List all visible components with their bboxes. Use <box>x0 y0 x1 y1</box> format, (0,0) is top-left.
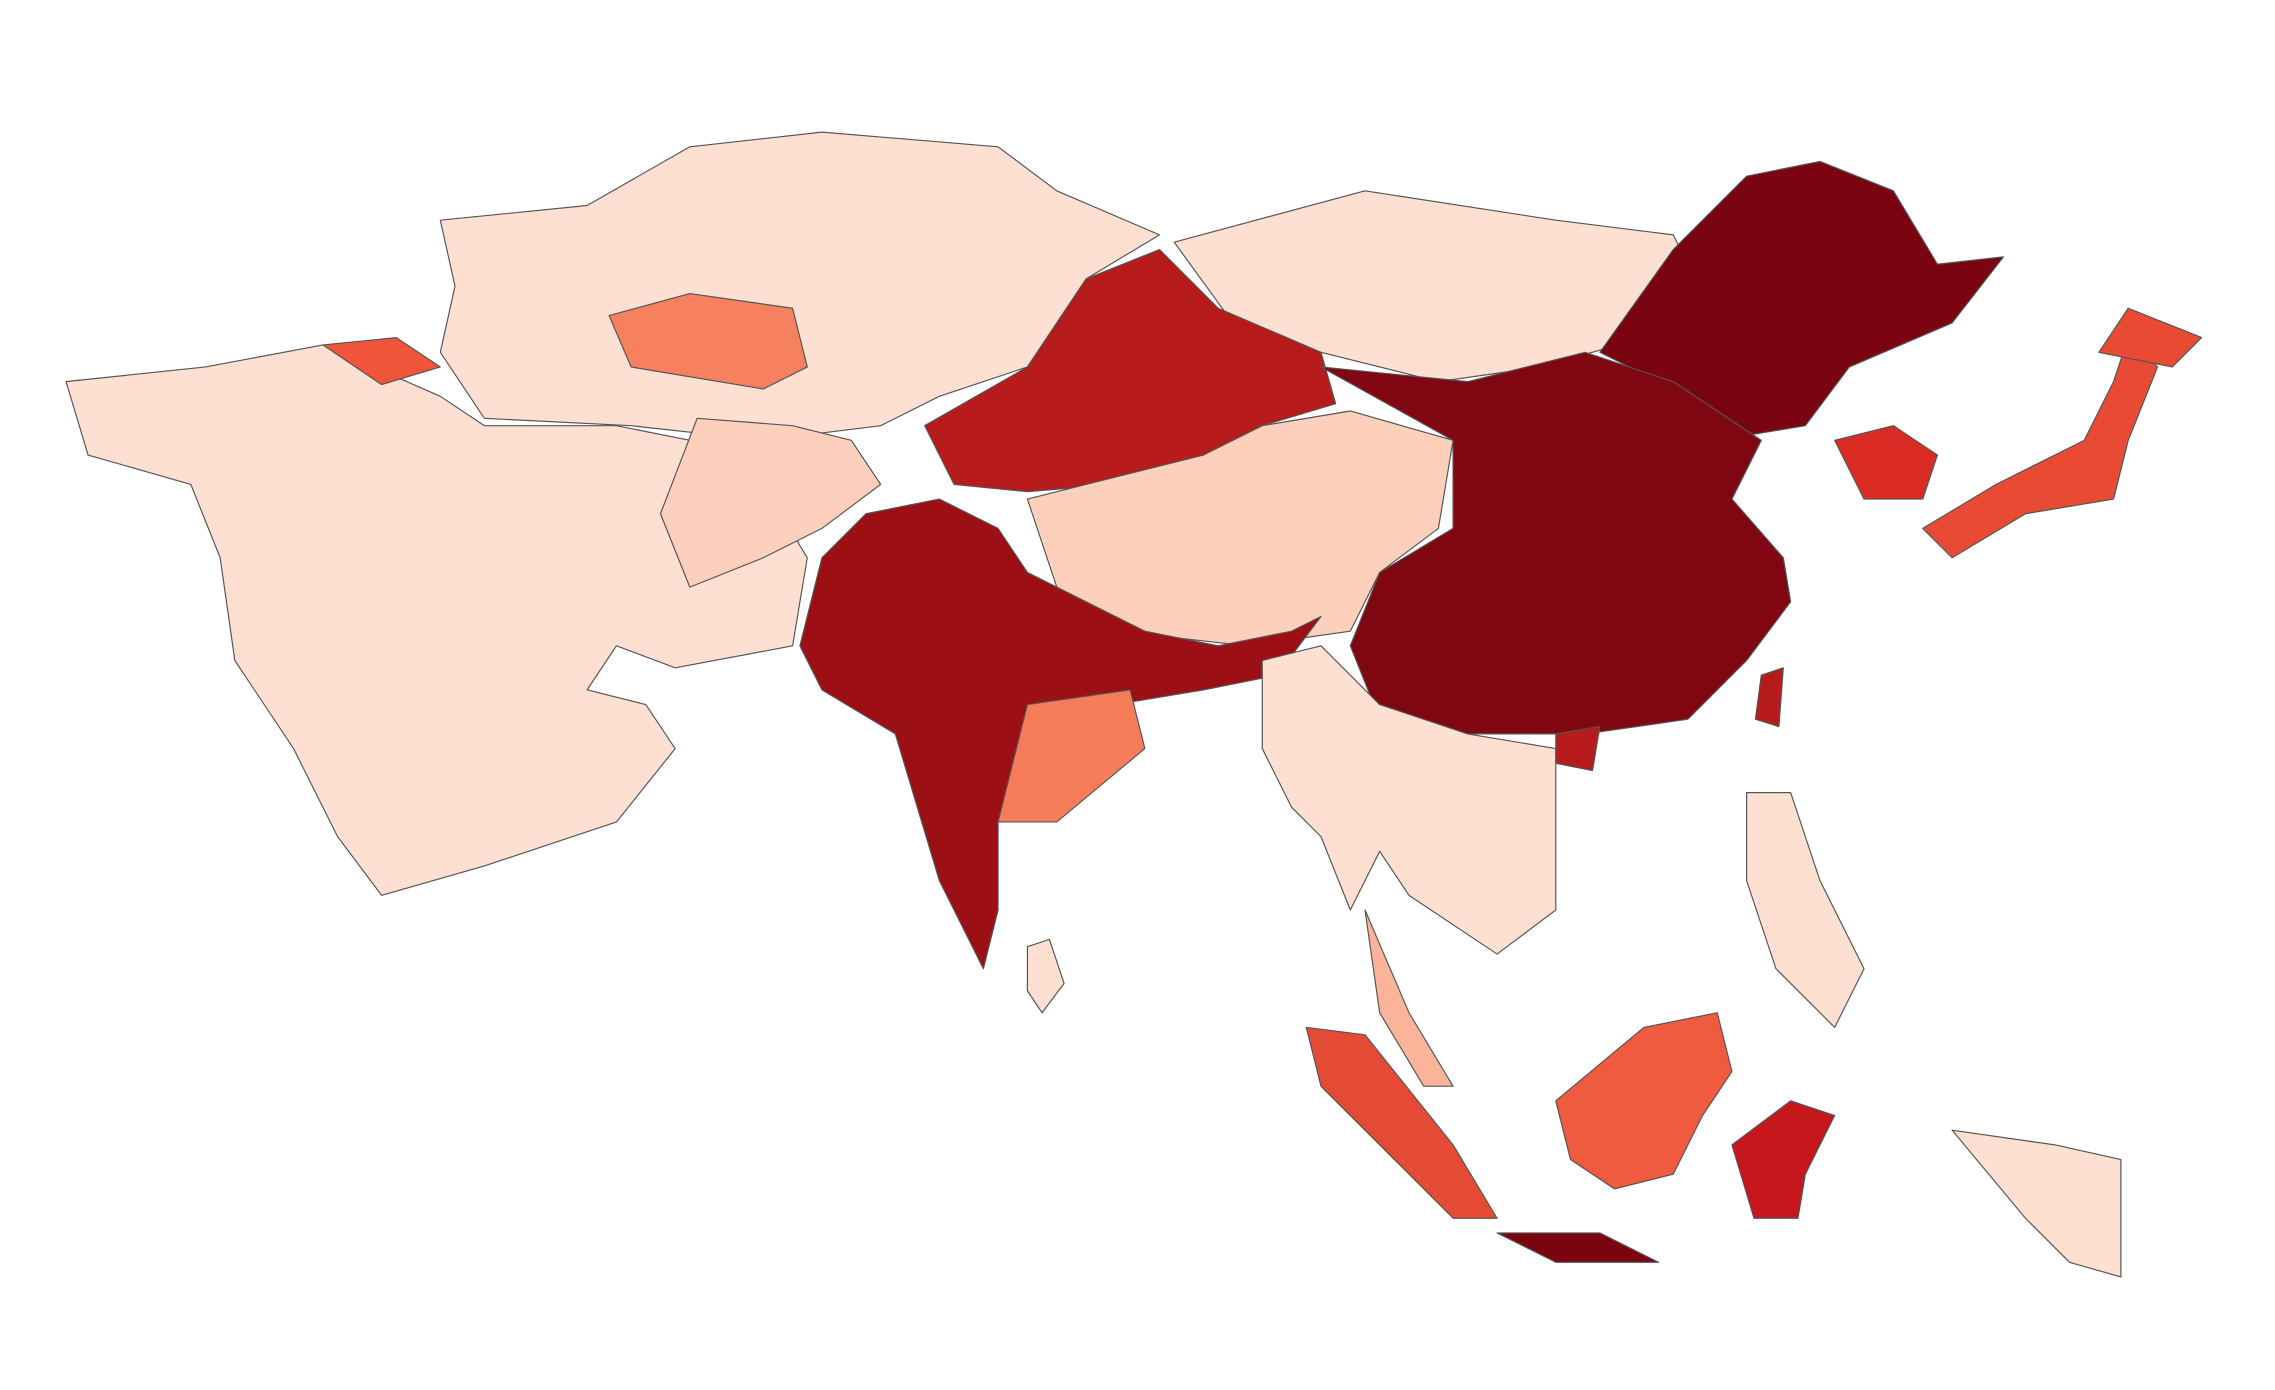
region <box>65 344 808 896</box>
region <box>997 689 1146 823</box>
region <box>1951 1129 2122 1278</box>
region <box>1026 938 1065 1014</box>
region <box>1496 1232 1660 1263</box>
region <box>608 292 808 390</box>
region <box>1754 667 1784 728</box>
region <box>2098 307 2203 368</box>
region <box>1261 645 1557 955</box>
region <box>924 248 1337 493</box>
region <box>1364 909 1454 1087</box>
region <box>1731 1100 1836 1219</box>
region <box>1922 337 2159 559</box>
region <box>1320 351 1792 735</box>
region <box>1746 792 1865 1029</box>
region <box>322 337 441 386</box>
region <box>1305 1026 1498 1219</box>
region <box>1834 425 1939 500</box>
region <box>1555 725 1601 772</box>
region <box>659 417 882 588</box>
region <box>1555 1012 1733 1190</box>
